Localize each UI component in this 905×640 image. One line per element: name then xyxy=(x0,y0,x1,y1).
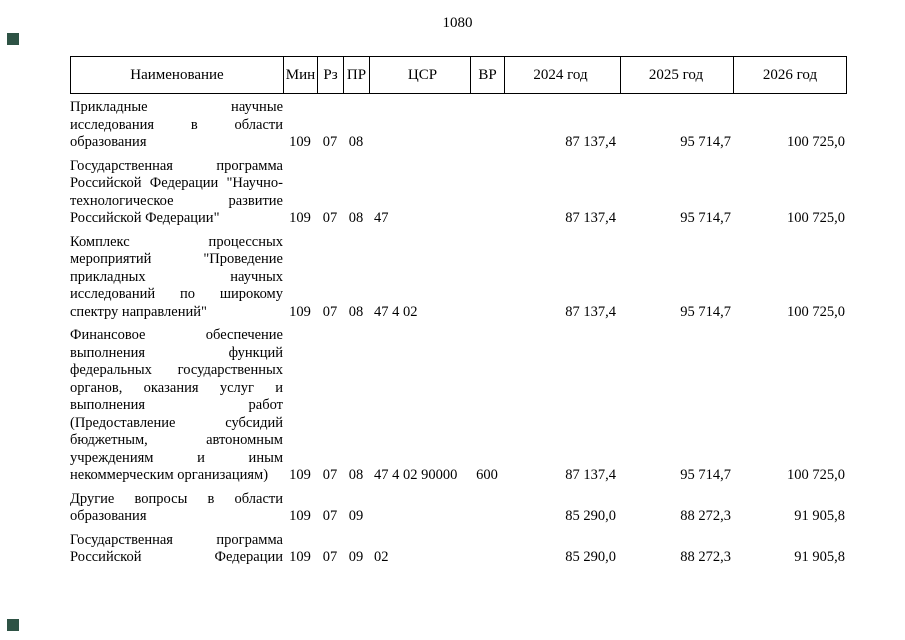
cell-rz: 07 xyxy=(322,467,338,483)
scan-artifact-mark-top xyxy=(7,33,19,45)
cell-y25: 95 714,7 xyxy=(680,134,731,150)
cell-rz: 07 xyxy=(322,210,338,226)
cell-pr: 08 xyxy=(348,303,364,320)
cell-name: Прикладные научные исследования в област… xyxy=(70,99,283,150)
cell-y25: 95 714,7 xyxy=(680,210,731,226)
cell-vr: 600 xyxy=(476,467,498,483)
cell-y26: 100 725,0 xyxy=(787,134,845,150)
cell-min: 109 xyxy=(289,303,311,320)
column-header-y25: 2025 год xyxy=(621,57,734,93)
cell-y25: 95 714,7 xyxy=(680,467,731,483)
column-header-vr: ВР xyxy=(471,57,505,93)
cell-min: 109 xyxy=(289,210,311,226)
cell-pr: 08 xyxy=(348,134,364,150)
cell-rz: 07 xyxy=(322,549,338,565)
cell-y26: 100 725,0 xyxy=(787,303,845,320)
cell-pr: 09 xyxy=(348,549,364,565)
cell-y24: 85 290,0 xyxy=(565,508,616,524)
cell-csr: 47 xyxy=(374,210,389,226)
column-header-pr: ПР xyxy=(344,57,370,93)
cell-name: Другие вопросы в области образования xyxy=(70,490,283,525)
cell-min: 109 xyxy=(289,549,311,565)
cell-y24: 87 137,4 xyxy=(565,210,616,226)
cell-pr: 08 xyxy=(348,467,364,483)
budget-table-header: Наименование Мин Рз ПР ЦСР ВР 2024 год 2025 год… xyxy=(70,56,847,94)
table-row: Финансовое обеспечение выполнения функци… xyxy=(70,327,845,485)
cell-rz: 07 xyxy=(322,508,338,524)
cell-pr: 09 xyxy=(348,508,364,524)
column-header-csr: ЦСР xyxy=(370,57,471,93)
cell-y26: 100 725,0 xyxy=(787,210,845,226)
budget-table-body: Прикладные научные исследования в област… xyxy=(70,99,845,573)
column-header-min: Мин xyxy=(284,57,318,93)
cell-rz: 07 xyxy=(322,303,338,320)
cell-csr: 02 xyxy=(374,549,389,565)
column-header-name: Наименование xyxy=(71,57,284,93)
table-row: Комплекс процессных мероприятий "Проведе… xyxy=(70,234,845,322)
cell-y25: 88 272,3 xyxy=(680,549,731,565)
column-header-rz: Рз xyxy=(318,57,344,93)
cell-y26: 91 905,8 xyxy=(794,508,845,524)
cell-min: 109 xyxy=(289,467,311,483)
cell-name: Государственная программа Российской Фед… xyxy=(70,157,283,227)
cell-y24: 85 290,0 xyxy=(565,549,616,565)
cell-csr: 47 4 02 xyxy=(374,303,418,320)
column-header-y26: 2026 год xyxy=(762,66,818,83)
cell-min: 109 xyxy=(289,508,311,524)
cell-name: Финансовое обеспечение выполнения функци… xyxy=(70,327,283,483)
cell-y26: 91 905,8 xyxy=(794,549,845,565)
cell-pr: 08 xyxy=(348,210,364,226)
cell-y24: 87 137,4 xyxy=(565,467,616,483)
table-row: Государственная программа Российской Фед… xyxy=(70,532,845,567)
table-row: Прикладные научные исследования в област… xyxy=(70,99,845,152)
cell-y24: 87 137,4 xyxy=(565,134,616,150)
cell-name: Комплекс процессных мероприятий "Проведе… xyxy=(70,233,283,320)
cell-y25: 88 272,3 xyxy=(680,508,731,524)
cell-csr: 47 4 02 90000 xyxy=(374,467,458,483)
table-row: Другие вопросы в области образования 109 0… xyxy=(70,491,845,526)
column-header-y24: 2024 год xyxy=(505,57,621,93)
page-number: 1080 xyxy=(442,15,473,31)
cell-rz: 07 xyxy=(322,134,338,150)
cell-y26: 100 725,0 xyxy=(787,467,845,483)
cell-y25: 95 714,7 xyxy=(680,303,731,320)
table-row: Государственная программа Российской Фед… xyxy=(70,158,845,228)
cell-min: 109 xyxy=(289,134,311,150)
scan-artifact-mark-bottom xyxy=(7,619,19,631)
cell-name: Государственная программа Российской Фед… xyxy=(70,531,283,566)
cell-y24: 87 137,4 xyxy=(565,303,616,320)
